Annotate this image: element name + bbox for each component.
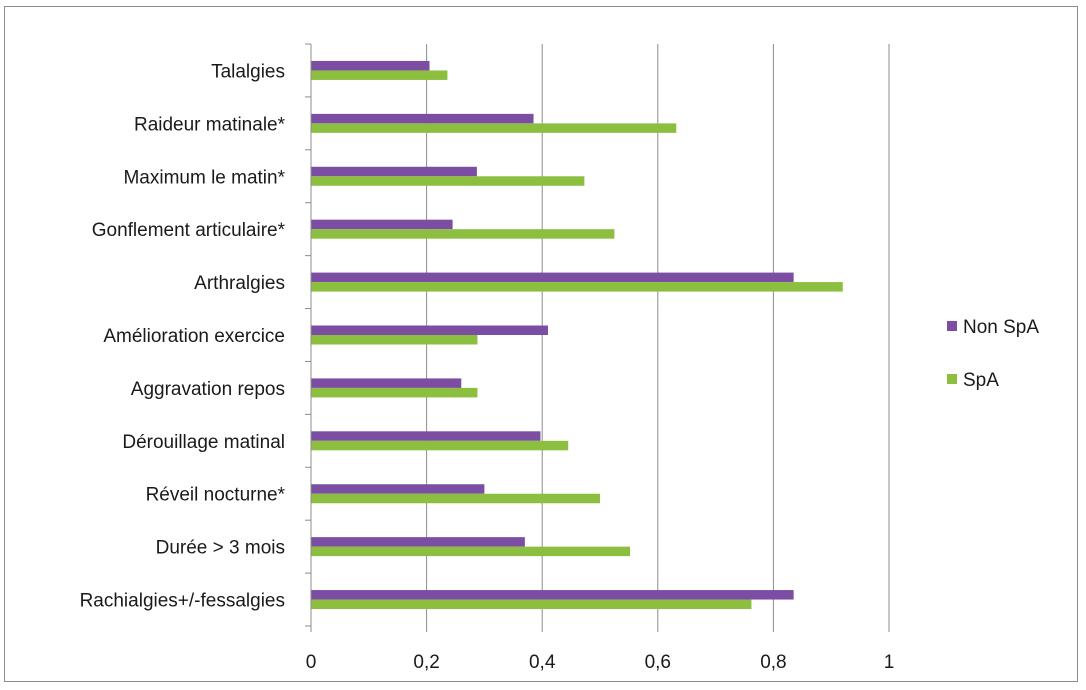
category-label: Aggravation repos	[131, 379, 285, 400]
bar-non-spa	[311, 537, 525, 547]
x-tick-label: 0,8	[760, 652, 786, 673]
x-tick-label: 1	[884, 652, 895, 673]
chart-frame	[4, 6, 1078, 682]
category-label: Dérouillage matinal	[122, 432, 285, 453]
bar-spa	[311, 335, 478, 345]
bar-spa	[311, 599, 752, 610]
legend-label-non-spa: Non SpA	[963, 317, 1039, 338]
x-tick-label: 0,6	[645, 652, 671, 673]
bar-non-spa	[311, 325, 548, 335]
bar-spa	[311, 70, 448, 80]
bar-non-spa	[311, 484, 485, 494]
x-tick-label: 0,4	[529, 652, 556, 673]
category-label: Maximum le matin*	[123, 167, 285, 188]
category-labels: Talalgies Raideur matinale* Maximum le mat…	[80, 61, 286, 611]
legend-swatch-spa	[947, 374, 957, 384]
bar-spa	[311, 546, 631, 557]
bar-spa	[311, 493, 600, 504]
legend-swatch-non-spa	[947, 321, 957, 331]
bar-non-spa	[311, 60, 430, 71]
x-tick-label: 0	[306, 652, 317, 673]
bar-non-spa	[311, 166, 477, 177]
axes	[305, 43, 890, 632]
bar-spa	[311, 387, 478, 398]
bar-non-spa	[311, 113, 534, 124]
category-label: Talalgies	[211, 61, 285, 82]
x-tick-labels: 0 0,2 0,4 0,6 0,8 1	[306, 652, 895, 673]
category-label: Amélioration exercice	[103, 326, 285, 347]
category-label: Durée > 3 mois	[156, 538, 285, 559]
bar-spa	[311, 282, 843, 292]
bar-spa	[311, 440, 569, 451]
category-label: Raideur matinale*	[134, 114, 286, 135]
bar-non-spa	[311, 590, 794, 600]
legend: Non SpA SpA	[947, 317, 1039, 391]
bar-non-spa	[311, 378, 462, 388]
bar-non-spa	[311, 272, 794, 283]
bar-spa	[311, 176, 585, 186]
bar-spa	[311, 229, 615, 239]
bar-spa	[311, 123, 677, 133]
category-label: Réveil nocturne*	[146, 485, 286, 506]
category-label: Rachialgies+/-fessalgies	[80, 591, 285, 612]
bars	[311, 60, 843, 610]
bar-non-spa	[311, 431, 541, 441]
bar-non-spa	[311, 219, 453, 230]
x-tick-label: 0,2	[413, 652, 439, 673]
category-label: Arthralgies	[194, 273, 285, 294]
legend-label-spa: SpA	[963, 370, 999, 391]
category-label: Gonflement articulaire*	[92, 220, 286, 241]
